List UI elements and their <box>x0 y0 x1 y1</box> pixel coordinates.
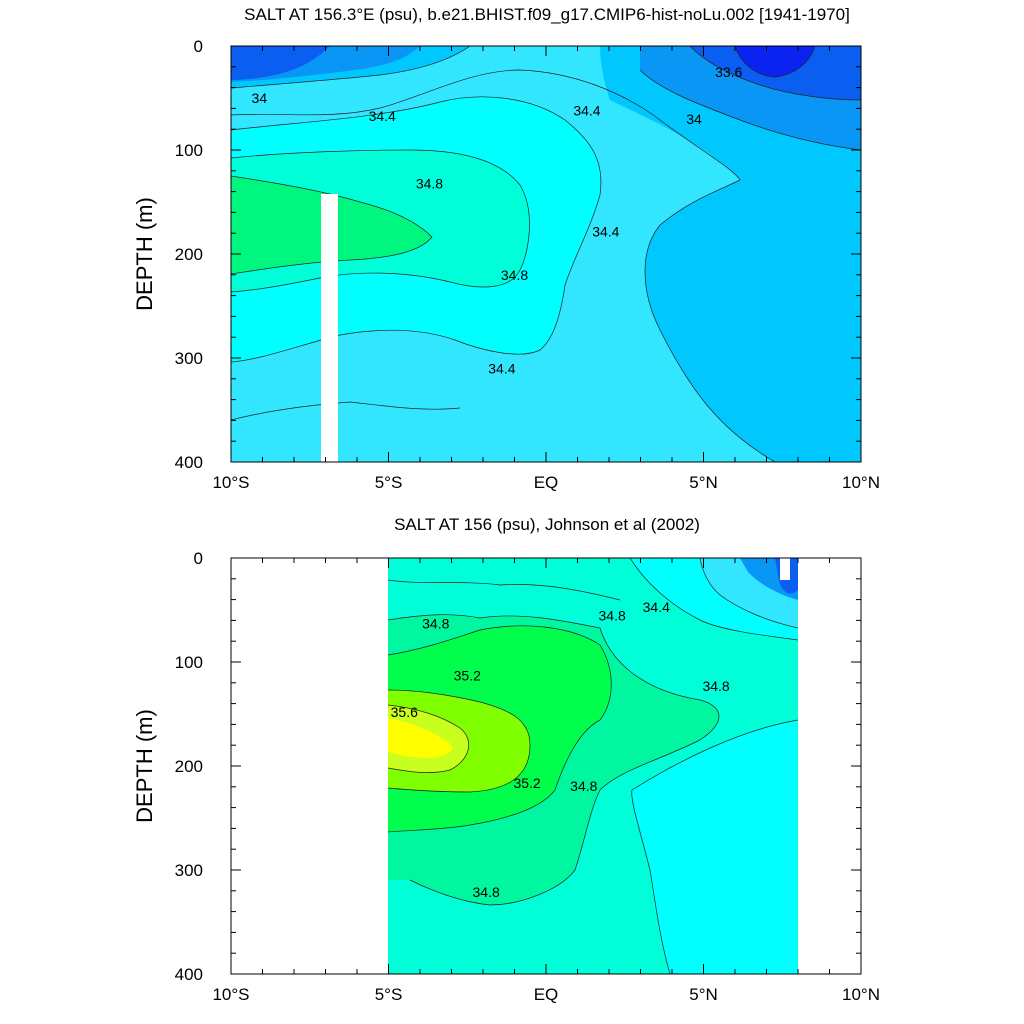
missing-data-column <box>321 194 338 462</box>
contour-line <box>231 175 433 275</box>
contour-line <box>231 46 471 89</box>
contour-label: 34.8 <box>416 175 443 191</box>
contour-line <box>388 625 612 833</box>
contour-label: 34.4 <box>592 223 619 239</box>
chart-title-model: SALT AT 156.3°E (psu), b.e21.BHIST.f09_g… <box>244 5 850 24</box>
contour-label: 34.8 <box>702 678 729 694</box>
y-tick-label: 0 <box>194 37 203 56</box>
contour-line <box>388 579 621 601</box>
contour-label: 34 <box>686 111 702 127</box>
x-tick-label: EQ <box>534 985 559 1004</box>
axes-model: 10°S 5°S EQ 5°N 10°N 0 100 200 300 400 <box>175 37 880 492</box>
contour-label: 34.8 <box>473 884 500 900</box>
contour-line <box>231 69 741 181</box>
contour-label: 34.8 <box>422 616 449 632</box>
contour-labels-johnson: 34.8 35.2 35.6 34.8 34.4 34.8 35.2 34.8 34.8 <box>391 599 730 900</box>
band-34-6-johnson <box>630 558 798 974</box>
contour-label: 34.4 <box>488 361 515 377</box>
y-tick-label: 0 <box>194 549 203 568</box>
contour-label: 34.4 <box>369 108 396 124</box>
y-tick-label: 300 <box>175 349 203 368</box>
x-tick-label: 5°N <box>689 473 718 492</box>
x-tick-label: EQ <box>534 473 559 492</box>
y-tick-label: 200 <box>175 245 203 264</box>
x-tick-label: 10°N <box>842 473 880 492</box>
contour-labels-model: 33.6 34 34.4 34.4 34 34.8 34.4 34.8 34.4 <box>252 64 743 377</box>
y-axis-label-johnson: DEPTH (m) <box>132 709 157 823</box>
x-tick-label: 5°N <box>689 985 718 1004</box>
contour-label: 34.8 <box>570 778 597 794</box>
contour-line <box>644 179 776 462</box>
band-35-8-johnson <box>388 718 453 758</box>
y-tick-label: 100 <box>175 141 203 160</box>
contour-line <box>231 401 461 421</box>
contour-label: 34.8 <box>501 267 528 283</box>
band-33-8-model <box>231 46 330 80</box>
contour-line <box>699 558 798 629</box>
band-33-6-model-ne <box>735 46 815 77</box>
y-tick-label: 400 <box>175 453 203 472</box>
contour-label: 33.6 <box>715 64 742 80</box>
missing-data-notch <box>780 558 790 580</box>
contour-line <box>734 46 816 78</box>
x-tick-label: 10°S <box>212 985 249 1004</box>
contour-label: 35.2 <box>513 775 540 791</box>
contour-field-model <box>231 46 861 462</box>
x-tick-label: 10°N <box>842 985 880 1004</box>
contour-line <box>388 704 470 773</box>
y-tick-label: 100 <box>175 653 203 672</box>
contour-line <box>388 614 720 906</box>
contour-line <box>639 69 861 151</box>
x-tick-label: 10°S <box>212 473 249 492</box>
contour-line <box>689 46 861 101</box>
contour-label: 34 <box>252 90 268 106</box>
y-axis-label-model: DEPTH (m) <box>132 197 157 311</box>
contour-label: 34.4 <box>643 599 670 615</box>
contour-line <box>388 689 531 793</box>
contour-label: 35.6 <box>391 704 418 720</box>
x-tick-label: 5°S <box>375 985 403 1004</box>
chart-title-johnson: SALT AT 156 (psu), Johnson et al (2002) <box>394 515 700 534</box>
y-tick-label: 400 <box>175 965 203 984</box>
axes-johnson: 10°S 5°S EQ 5°N 10°N 0 100 200 300 400 <box>175 549 880 1004</box>
x-tick-label: 5°S <box>375 473 403 492</box>
panel-model: SALT AT 156.3°E (psu), b.e21.BHIST.f09_g… <box>132 5 880 492</box>
band-34-2-model-ne <box>600 46 861 462</box>
contour-label: 35.2 <box>454 668 481 684</box>
contour-field-johnson <box>388 558 798 974</box>
contour-label: 34.8 <box>599 607 626 623</box>
contour-label: 34.4 <box>573 103 600 119</box>
contour-line <box>629 558 798 641</box>
y-tick-label: 300 <box>175 861 203 880</box>
contour-line <box>631 719 798 974</box>
y-tick-label: 200 <box>175 757 203 776</box>
contour-line <box>231 96 602 363</box>
panel-johnson: SALT AT 156 (psu), Johnson et al (2002) <box>132 515 880 1004</box>
